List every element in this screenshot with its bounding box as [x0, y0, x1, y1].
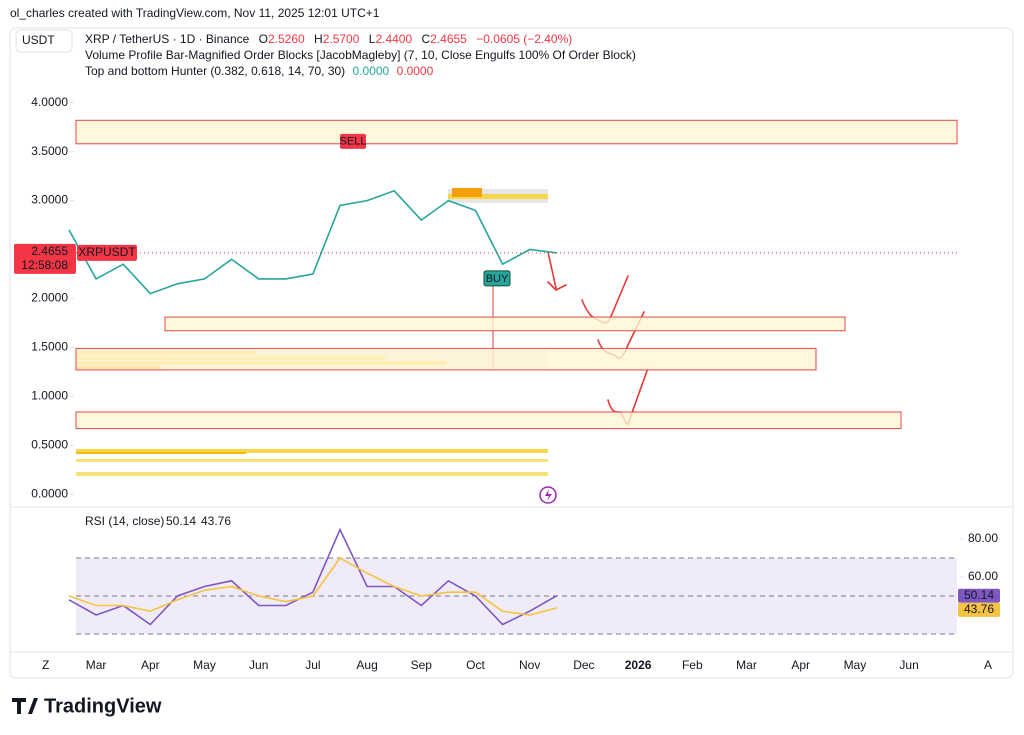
- series-line: [68, 189, 557, 295]
- x-tick-label: Sep: [411, 658, 433, 672]
- x-tick-label: Jun: [899, 658, 918, 672]
- x-tick-label: Dec: [573, 658, 594, 672]
- button[interactable]: Z: [42, 658, 49, 672]
- rsi-value-box: [958, 602, 1000, 617]
- rsi-legend-value: 43.76: [201, 514, 231, 528]
- profile-bar: [76, 452, 246, 454]
- signal-box: [340, 133, 366, 149]
- x-tick-label: Feb: [682, 658, 703, 672]
- indicator-value: 0.0000: [397, 64, 434, 78]
- y-tick-label: 60.00: [968, 569, 998, 583]
- down-arrow: [547, 251, 567, 291]
- indicator-name: Top and bottom Hunter (0.382, 0.618, 14,…: [85, 64, 345, 78]
- indicator-value: 0.0000: [353, 64, 390, 78]
- event-icon-bolt: [545, 489, 552, 501]
- rsi-value: 43.76: [964, 602, 994, 616]
- signal-box: [483, 270, 511, 287]
- currency[interactable]: USDT: [22, 33, 55, 47]
- y-tick-label: 0.0000: [31, 486, 68, 500]
- ohlc-value: 2.4655: [430, 32, 467, 46]
- ohlc-label: C: [421, 32, 430, 46]
- y-tick-label: 80.00: [968, 531, 998, 545]
- x-tick-label: Jun: [249, 658, 268, 672]
- y-tick-label: 1.5000: [31, 340, 68, 354]
- ohlc-label: O: [259, 32, 268, 46]
- x-tick-label: May: [193, 658, 216, 672]
- x-tick-label: Jul: [305, 658, 320, 672]
- y-tick-label: 3.5000: [31, 144, 68, 158]
- indicator-legend: Top and bottom Hunter (0.382, 0.618, 14,…: [85, 64, 434, 78]
- ohlc-value: 2.5260: [268, 32, 305, 46]
- change: −0.0605 (−2.40%): [476, 32, 572, 46]
- y-tick-label: 2.0000: [31, 291, 68, 305]
- symbol-tag: [77, 244, 137, 261]
- profile-bar: [76, 472, 548, 476]
- profile-bar: [452, 188, 482, 197]
- button[interactable]: A: [984, 658, 992, 672]
- ohlc-value: 2.5700: [323, 32, 360, 46]
- last-price: 2.4655: [31, 244, 68, 258]
- credit: ol_charles created with TradingView.com,…: [10, 6, 380, 20]
- rsi-value: 50.14: [964, 588, 994, 602]
- series-line: [68, 527, 558, 626]
- rsi-title: RSI (14, close): [85, 514, 164, 528]
- logo: TradingView: [44, 695, 162, 717]
- x-tick-label: Aug: [356, 658, 377, 672]
- profile-bar: [76, 449, 548, 453]
- series-line: [68, 556, 558, 616]
- currency-button[interactable]: [15, 29, 73, 53]
- order-block-zone: [75, 347, 817, 371]
- order-block-zone: [75, 119, 958, 145]
- countdown: 12:58:08: [21, 258, 68, 272]
- symbol: XRP / TetherUS · 1D · Binance: [85, 32, 250, 46]
- profile-bar: [76, 459, 548, 462]
- x-tick-label: 2026: [625, 658, 652, 672]
- x-tick-label: Nov: [519, 658, 540, 672]
- x-tick-label: Apr: [141, 658, 160, 672]
- y-tick-label: 3.0000: [31, 193, 68, 207]
- ohlc-label: L: [369, 32, 376, 46]
- rsi-legend-value: 50.14: [166, 514, 196, 528]
- signal-label: SELL: [340, 136, 367, 148]
- x-tick-label: Apr: [791, 658, 810, 672]
- y-tick-label: 1.0000: [31, 389, 68, 403]
- symbol-tag-label: XRPUSDT: [78, 245, 136, 259]
- x-tick-label: Oct: [466, 658, 485, 672]
- x-tick-label: May: [844, 658, 867, 672]
- rsi-value-box: [958, 588, 1000, 603]
- ohlc-label: H: [314, 32, 323, 46]
- order-block-zone: [164, 316, 846, 332]
- indicator-legend: Volume Profile Bar-Magnified Order Block…: [85, 48, 636, 62]
- profile-bar: [448, 194, 548, 199]
- logo-mark: [12, 698, 38, 714]
- x-tick-label: Mar: [736, 658, 757, 672]
- symbol-legend: XRP / TetherUS · 1D · Binance O2.5260 H2…: [85, 32, 572, 46]
- order-block-zone: [75, 411, 902, 430]
- ohlc-value: 2.4400: [375, 32, 412, 46]
- signal-label: BUY: [486, 273, 509, 285]
- y-tick-label: 0.5000: [31, 437, 68, 451]
- last-price-box: [14, 243, 76, 274]
- x-tick-label: Mar: [86, 658, 107, 672]
- y-tick-label: 4.0000: [31, 95, 68, 109]
